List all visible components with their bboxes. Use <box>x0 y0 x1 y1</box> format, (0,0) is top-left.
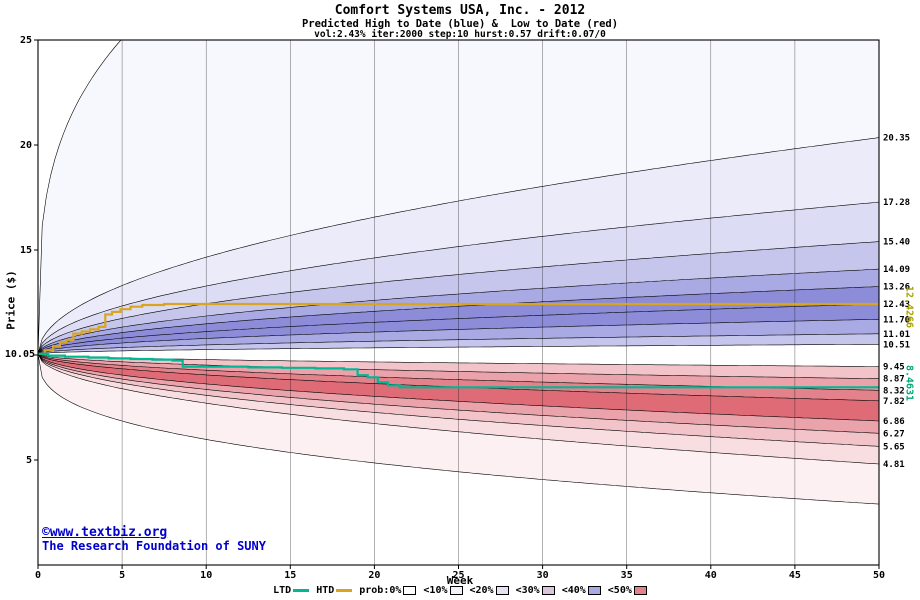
band-boundary <box>38 353 879 505</box>
legend-swatch <box>449 586 463 595</box>
ltd-final-value-label: 8.4631 <box>903 364 915 402</box>
band-end-label: 14.09 <box>883 265 910 275</box>
band-boundary <box>38 353 879 465</box>
band-end-label: 5.65 <box>883 442 905 452</box>
x-tick-label: 0 <box>35 570 41 581</box>
band-boundary <box>38 201 879 355</box>
band-end-label: 13.26 <box>883 283 910 293</box>
prob-band <box>38 353 879 434</box>
band-end-label: 12.43 <box>883 300 910 310</box>
band-end-label: 11.01 <box>883 330 910 340</box>
band-boundary <box>38 353 879 447</box>
y-axis-label: Price ($) <box>4 270 18 330</box>
band-end-label: 8.32 <box>883 386 905 396</box>
band-end-label: 7.82 <box>883 397 905 407</box>
x-tick-label: 20 <box>368 570 380 581</box>
legend-item: prob:0% <box>359 585 417 596</box>
band-boundary <box>38 333 879 355</box>
x-tick-label: 5 <box>119 570 125 581</box>
y-tick-label: 5 <box>26 455 32 466</box>
prob-band <box>38 353 879 505</box>
plot-area <box>38 40 879 565</box>
start-price-label: 10.05 <box>5 349 35 360</box>
band-end-label: 9.45 <box>883 363 905 373</box>
band-boundary <box>38 353 879 422</box>
legend-item: LTD <box>273 585 310 596</box>
copyright-link[interactable]: ©www.textbiz.org <box>42 525 168 540</box>
band-boundary <box>38 353 879 380</box>
legend-label: <20% <box>469 585 494 596</box>
legend: LTD HTD prob:0% <10% <20% <30% <40% <50% <box>0 585 920 596</box>
legend-item: <30% <box>516 585 555 596</box>
band-end-label: 11.70 <box>883 315 910 325</box>
prob-band <box>38 353 879 447</box>
legend-swatch <box>495 586 509 595</box>
legend-label: <50% <box>607 585 632 596</box>
x-tick-label: 15 <box>284 570 296 581</box>
band-boundary <box>38 241 879 355</box>
band-boundary <box>38 353 879 367</box>
x-tick-label: 10 <box>200 570 212 581</box>
ltd-line <box>38 352 879 389</box>
legend-label: <30% <box>515 585 540 596</box>
band-boundary <box>38 353 879 434</box>
x-tick-label: 30 <box>537 570 549 581</box>
y-tick-label: 15 <box>20 245 32 256</box>
legend-label: <10% <box>423 585 448 596</box>
legend-item: <40% <box>562 585 601 596</box>
x-tick-label: 45 <box>789 570 801 581</box>
prob-band <box>38 202 879 354</box>
legend-item: <10% <box>423 585 463 596</box>
y-tick-label: 20 <box>20 140 32 151</box>
legend-label: LTD <box>273 585 292 596</box>
prob-band <box>38 353 879 401</box>
copyright-org: The Research Foundation of SUNY <box>42 539 266 553</box>
band-boundary <box>38 137 879 354</box>
legend-label: HTD <box>316 585 335 596</box>
legend-item: <50% <box>608 585 647 596</box>
band-end-label: 4.81 <box>883 460 905 470</box>
band-end-label: 6.27 <box>883 429 905 439</box>
band-end-label: 8.87 <box>883 375 905 385</box>
x-axis-label: Week <box>446 574 474 587</box>
x-tick-label: 40 <box>705 570 717 581</box>
chart-title: Comfort Systems USA, Inc. - 2012 <box>334 3 586 18</box>
prob-band <box>38 353 879 464</box>
legend-label: prob:0% <box>359 585 402 596</box>
band-end-label: 10.51 <box>883 340 910 350</box>
band-boundary <box>38 268 879 355</box>
band-end-label: 20.35 <box>883 134 910 144</box>
band-boundary <box>38 319 879 355</box>
x-tick-label: 50 <box>873 570 885 581</box>
htd-final-value-label: 12.4266 <box>903 285 915 329</box>
band-boundary <box>38 343 879 355</box>
htd-line <box>38 302 879 355</box>
band-end-label: 15.40 <box>883 238 910 248</box>
prob-band <box>38 241 879 354</box>
chart-subtitle: Predicted High to Date (blue) & Low to D… <box>301 18 619 30</box>
legend-item: HTD <box>316 585 353 596</box>
band-boundary <box>38 303 879 355</box>
legend-swatch <box>587 586 601 595</box>
band-boundary <box>38 286 879 355</box>
x-tick-label: 35 <box>621 570 633 581</box>
legend-item: <20% <box>470 585 509 596</box>
legend-swatch <box>633 586 647 595</box>
band-end-label: 6.86 <box>883 417 905 427</box>
chart-params: vol:2.43% iter:2000 step:10 hurst:0.57 d… <box>314 29 606 40</box>
y-tick-label: 25 <box>20 35 32 46</box>
legend-swatch <box>541 586 555 595</box>
band-end-label: 17.28 <box>883 198 910 208</box>
legend-label: <40% <box>561 585 586 596</box>
x-tick-label: 25 <box>452 570 464 581</box>
prob-band <box>38 269 879 354</box>
legend-swatch <box>336 589 353 592</box>
legend-swatch <box>403 586 417 595</box>
legend-swatch <box>293 589 310 592</box>
